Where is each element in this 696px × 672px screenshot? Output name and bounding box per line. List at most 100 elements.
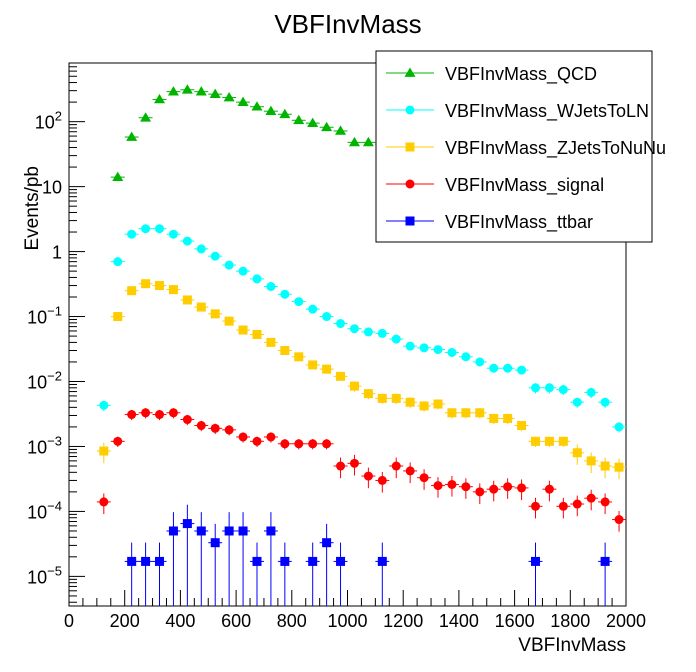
data-point <box>168 229 178 239</box>
data-point <box>349 324 359 334</box>
data-point <box>167 86 179 96</box>
data-point <box>251 101 263 111</box>
data-point <box>322 364 332 374</box>
legend-label: VBFInvMass_signal <box>445 175 604 196</box>
data-point <box>113 436 123 446</box>
data-point <box>475 408 485 418</box>
data-point <box>322 538 332 548</box>
series-VBFInvMass_WJetsToLN <box>96 224 626 433</box>
data-point <box>196 302 206 312</box>
y-tick-label: 10−4 <box>27 498 62 522</box>
data-point <box>336 371 346 381</box>
data-point <box>405 466 415 476</box>
data-point <box>461 408 471 418</box>
data-point <box>517 483 527 493</box>
data-point <box>586 387 596 397</box>
data-point <box>461 352 471 362</box>
data-point <box>572 397 582 407</box>
x-tick-label: 1800 <box>550 611 590 631</box>
legend-label: VBFInvMass_ttbar <box>445 212 593 233</box>
data-point <box>210 538 220 548</box>
data-point <box>113 257 123 267</box>
data-point <box>308 360 318 370</box>
x-tick-label: 1400 <box>439 611 479 631</box>
legend-marker <box>404 67 416 77</box>
data-point <box>419 401 429 411</box>
data-point <box>196 526 206 536</box>
x-tick-label: 600 <box>221 611 251 631</box>
data-point <box>308 556 318 566</box>
data-point <box>210 251 220 261</box>
data-point <box>530 501 540 511</box>
data-point <box>544 436 554 446</box>
data-point <box>391 393 401 403</box>
data-point <box>126 131 138 141</box>
data-point <box>586 456 596 466</box>
data-point <box>600 461 610 471</box>
x-tick-label: 2000 <box>606 611 646 631</box>
x-axis: 0 200 400 600 800 1000 1200 1400 1600 1800 2000 <box>64 590 646 631</box>
data-point <box>141 556 151 566</box>
data-point <box>503 482 513 492</box>
data-point <box>182 236 192 246</box>
data-point <box>517 421 527 431</box>
data-point <box>141 279 151 289</box>
data-point <box>377 475 387 485</box>
data-point <box>405 341 415 351</box>
data-point <box>238 266 248 276</box>
legend-marker <box>405 105 415 115</box>
data-point <box>363 327 373 337</box>
data-point <box>99 497 109 507</box>
data-point <box>433 399 443 409</box>
data-point <box>238 325 248 335</box>
data-point <box>127 229 137 239</box>
data-point <box>572 448 582 458</box>
data-point <box>489 413 499 423</box>
data-point <box>294 352 304 362</box>
data-point <box>223 92 235 102</box>
data-point <box>348 136 360 147</box>
x-tick-label: 200 <box>110 611 140 631</box>
data-point <box>182 295 192 305</box>
y-axis: 10−5 10−4 10−3 10−2 10−1 1 10 102 <box>27 62 85 603</box>
data-point <box>530 556 540 566</box>
data-point <box>113 312 123 322</box>
data-point <box>155 556 165 566</box>
data-point <box>377 556 387 566</box>
data-point <box>336 319 346 329</box>
data-point <box>600 556 610 566</box>
data-point <box>419 343 429 353</box>
data-point <box>182 519 192 529</box>
data-point <box>210 309 220 319</box>
legend-marker <box>405 216 415 226</box>
legend: VBFInvMass_QCD VBFInvMass_WJetsToLN VBFInv… <box>375 50 666 243</box>
data-point <box>224 316 234 326</box>
data-point <box>252 556 262 566</box>
y-tick-label: 10 <box>42 178 62 198</box>
data-point <box>475 357 485 367</box>
data-point <box>544 484 554 494</box>
y-tick-label: 10−3 <box>27 433 62 457</box>
data-point <box>266 432 276 442</box>
data-point <box>433 345 443 355</box>
data-point <box>349 458 359 468</box>
chart-title: VBFInvMass <box>274 9 421 39</box>
data-point <box>419 473 429 483</box>
data-point <box>377 328 387 338</box>
data-point <box>252 329 262 339</box>
series-VBFInvMass_ttbar <box>124 504 613 606</box>
legend-label: VBFInvMass_ZJetsToNuNu <box>445 138 666 159</box>
data-point <box>600 397 610 407</box>
data-point <box>362 136 374 147</box>
y-tick-label: 102 <box>35 109 62 133</box>
data-point <box>503 363 513 373</box>
data-point <box>168 408 178 418</box>
data-point <box>447 408 457 418</box>
data-point <box>155 224 165 234</box>
data-point <box>127 410 137 420</box>
data-point <box>99 446 109 456</box>
legend-label: VBFInvMass_QCD <box>445 64 597 85</box>
data-point <box>475 487 485 497</box>
data-point <box>154 93 166 104</box>
